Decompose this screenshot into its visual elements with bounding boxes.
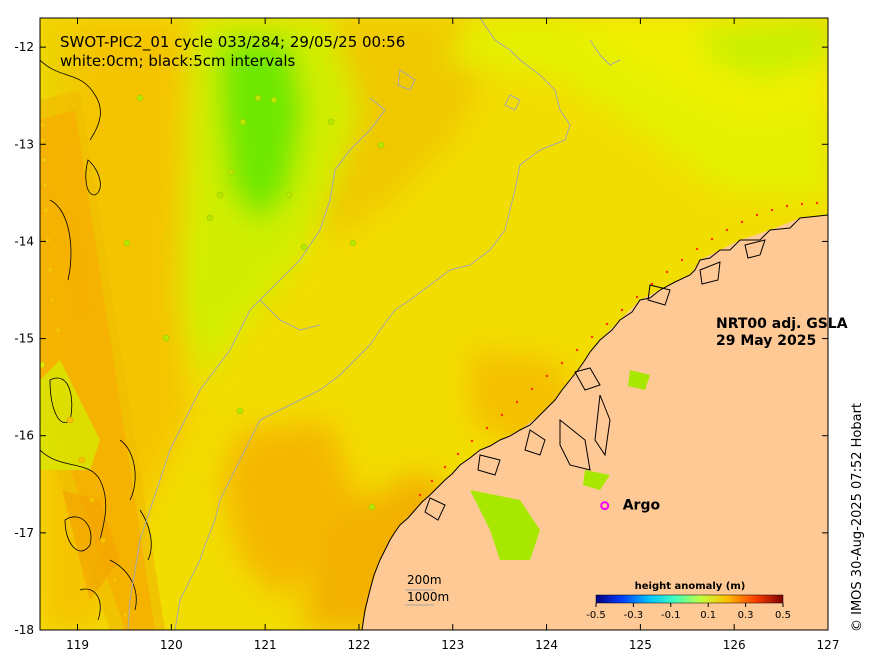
- swot-swath: [40, 90, 165, 630]
- x-tick-label: 126: [723, 638, 746, 652]
- product-date: 29 May 2025: [716, 333, 816, 349]
- depth-legend: 200m 1000m: [405, 573, 449, 606]
- colorbar-tick-label: -0.1: [661, 610, 681, 621]
- altimeter-dots: [123, 94, 385, 511]
- swot-title: SWOT-PIC2_01 cycle 033/284; 29/05/25 00:…: [60, 33, 405, 52]
- alongtrack-dots: [418, 201, 819, 497]
- x-tick-label: 122: [347, 638, 370, 652]
- swath-dots: [40, 121, 129, 619]
- colorbar-tick-label: 0.1: [700, 610, 716, 621]
- y-tick-label: -15: [14, 332, 34, 346]
- y-tick-label: -14: [14, 234, 34, 248]
- x-tick-label: 120: [160, 638, 183, 652]
- x-tick-label: 125: [629, 638, 652, 652]
- axis-ticks: 119 120 121 122 123 124 125 126 127 -12 -13 -14 -15 -…: [14, 18, 839, 652]
- y-tick-label: -16: [14, 429, 34, 443]
- anomaly-field: [40, 18, 828, 630]
- colorbar-tick-label: 0.3: [738, 610, 754, 621]
- colorbar-gradient: [595, 594, 784, 604]
- credit-text: © IMOS 30-Aug-2025 07:52 Hobart: [850, 403, 865, 632]
- y-tick-label: -18: [14, 623, 34, 637]
- isobaths: [127, 18, 621, 630]
- y-tick-label: -17: [14, 526, 34, 540]
- argo-marker: Argo: [600, 498, 661, 514]
- argo-icon: [600, 501, 610, 511]
- land-kimberley: [362, 215, 828, 630]
- colorbar-tick-label: -0.5: [586, 610, 606, 621]
- depth-1000m: 1000m: [407, 590, 449, 604]
- colorbar: height anomaly (m) -0.5 -0.3 -0.1 0.1 0.3 0.5: [586, 581, 791, 621]
- inlets: [470, 370, 650, 560]
- coastline: [361, 214, 828, 630]
- depth-200m: 200m: [407, 573, 442, 587]
- x-tick-label: 127: [817, 638, 840, 652]
- x-tick-label: 121: [254, 638, 277, 652]
- y-tick-label: -13: [14, 137, 34, 151]
- y-tick-label: -12: [14, 40, 34, 54]
- x-tick-label: 124: [535, 638, 558, 652]
- colorbar-tick-label: -0.3: [624, 610, 644, 621]
- plot-frame: [39, 17, 829, 631]
- argo-label: Argo: [623, 498, 661, 514]
- colorbar-title: height anomaly (m): [635, 581, 746, 592]
- contour-subtitle: white:0cm; black:5cm intervals: [60, 52, 296, 70]
- x-tick-label: 119: [66, 638, 89, 652]
- product-label: NRT00 adj. GSLA: [716, 316, 848, 332]
- colorbar-tick-label: 0.5: [775, 610, 791, 621]
- x-tick-label: 123: [441, 638, 464, 652]
